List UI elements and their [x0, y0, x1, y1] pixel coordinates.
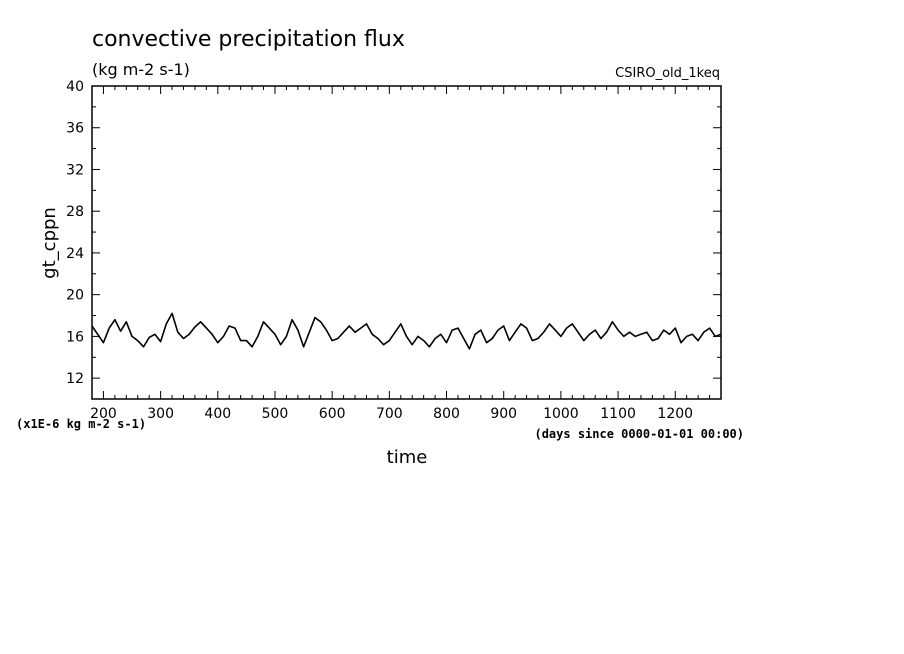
y-tick-label: 36	[66, 121, 84, 137]
x-tick-label: 500	[262, 406, 289, 422]
x-tick-label: 300	[147, 406, 174, 422]
x-tick-label: 400	[204, 406, 231, 422]
y-tick-label: 12	[66, 371, 84, 387]
y-axis-label: gt_cppn	[39, 207, 60, 279]
chart-subtitle: (kg m-2 s-1)	[92, 60, 190, 79]
y-tick-label: 40	[66, 79, 84, 95]
y-tick-label: 16	[66, 329, 84, 345]
y-tick-label: 28	[66, 204, 84, 220]
x-tick-label: 800	[433, 406, 460, 422]
x-tick-label: 600	[319, 406, 346, 422]
plot-frame	[91, 85, 722, 400]
dataset-label: CSIRO_old_1keq	[615, 66, 720, 81]
y-ticks	[92, 85, 721, 400]
y-unit-note: (x1E-6 kg m-2 s-1)	[16, 417, 146, 431]
chart-title: convective precipitation flux	[92, 27, 405, 52]
y-tick-labels: 12 16 20 24 28 32 36 40	[66, 79, 84, 387]
y-tick-label: 32	[66, 162, 84, 178]
series-line	[91, 312, 722, 350]
x-tick-label: 700	[376, 406, 403, 422]
x-ticks	[91, 86, 722, 399]
x-tick-label: 900	[490, 406, 517, 422]
y-tick-label: 20	[66, 288, 84, 304]
x-unit-note: (days since 0000-01-01 00:00)	[534, 427, 744, 441]
x-tick-label: 200	[90, 406, 117, 422]
x-axis-label: time	[387, 447, 428, 468]
y-tick-label: 24	[66, 246, 84, 262]
x-tick-labels: 200 300 400 500 600 700 800 900 1000 1100 1200	[90, 406, 693, 422]
x-tick-label: 1000	[543, 406, 579, 422]
x-tick-label: 1100	[600, 406, 636, 422]
x-tick-label: 1200	[657, 406, 693, 422]
